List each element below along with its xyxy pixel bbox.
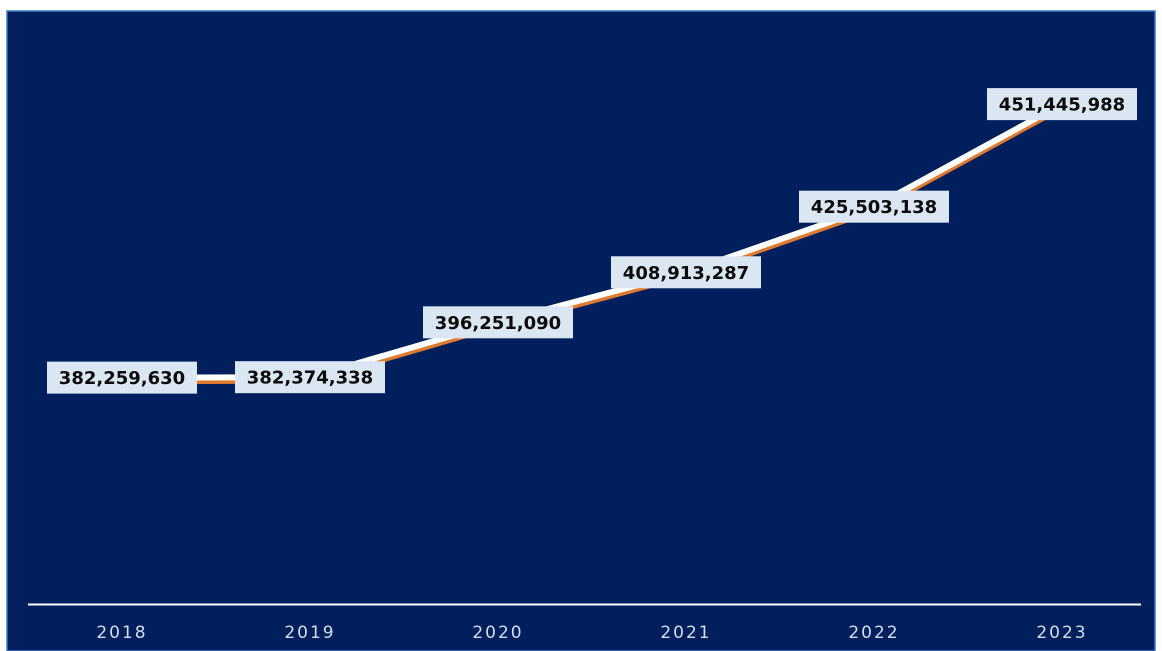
data-label-text: 396,251,090 (435, 313, 561, 334)
data-label-2018: 382,259,630 (47, 361, 197, 394)
data-label-text: 451,445,988 (999, 95, 1125, 116)
data-label-text: 408,913,287 (623, 263, 749, 284)
data-label-box (611, 256, 761, 289)
data-label-2022: 425,503,138 (799, 190, 949, 223)
data-label-2021: 408,913,287 (611, 256, 761, 289)
x-tick-label-2022: 2022 (848, 623, 899, 643)
data-labels: 382,259,630 382,374,338 396,251,090 408,913… (47, 88, 1137, 394)
data-label-box (987, 88, 1137, 121)
data-label-2020: 396,251,090 (423, 306, 573, 339)
x-tick-label-2019: 2019 (284, 623, 335, 643)
x-tick-label-2018: 2018 (96, 623, 147, 643)
data-label-box (47, 361, 197, 394)
data-label-box (799, 190, 949, 223)
data-label-text: 382,374,338 (247, 368, 373, 389)
x-axis-ticks: 2018 2019 2020 2021 2022 2023 (96, 623, 1087, 643)
x-tick-label-2021: 2021 (660, 623, 711, 643)
data-label-2019: 382,374,338 (235, 361, 385, 394)
data-label-2023: 451,445,988 (987, 88, 1137, 121)
data-label-box (423, 306, 573, 339)
x-tick-label-2023: 2023 (1036, 623, 1087, 643)
x-tick-label-2020: 2020 (472, 623, 523, 643)
drop-lines (121, 104, 1063, 600)
data-label-text: 382,259,630 (59, 368, 185, 389)
data-label-box (235, 361, 385, 394)
data-label-text: 425,503,138 (811, 197, 937, 218)
chart-background (6, 10, 1156, 651)
